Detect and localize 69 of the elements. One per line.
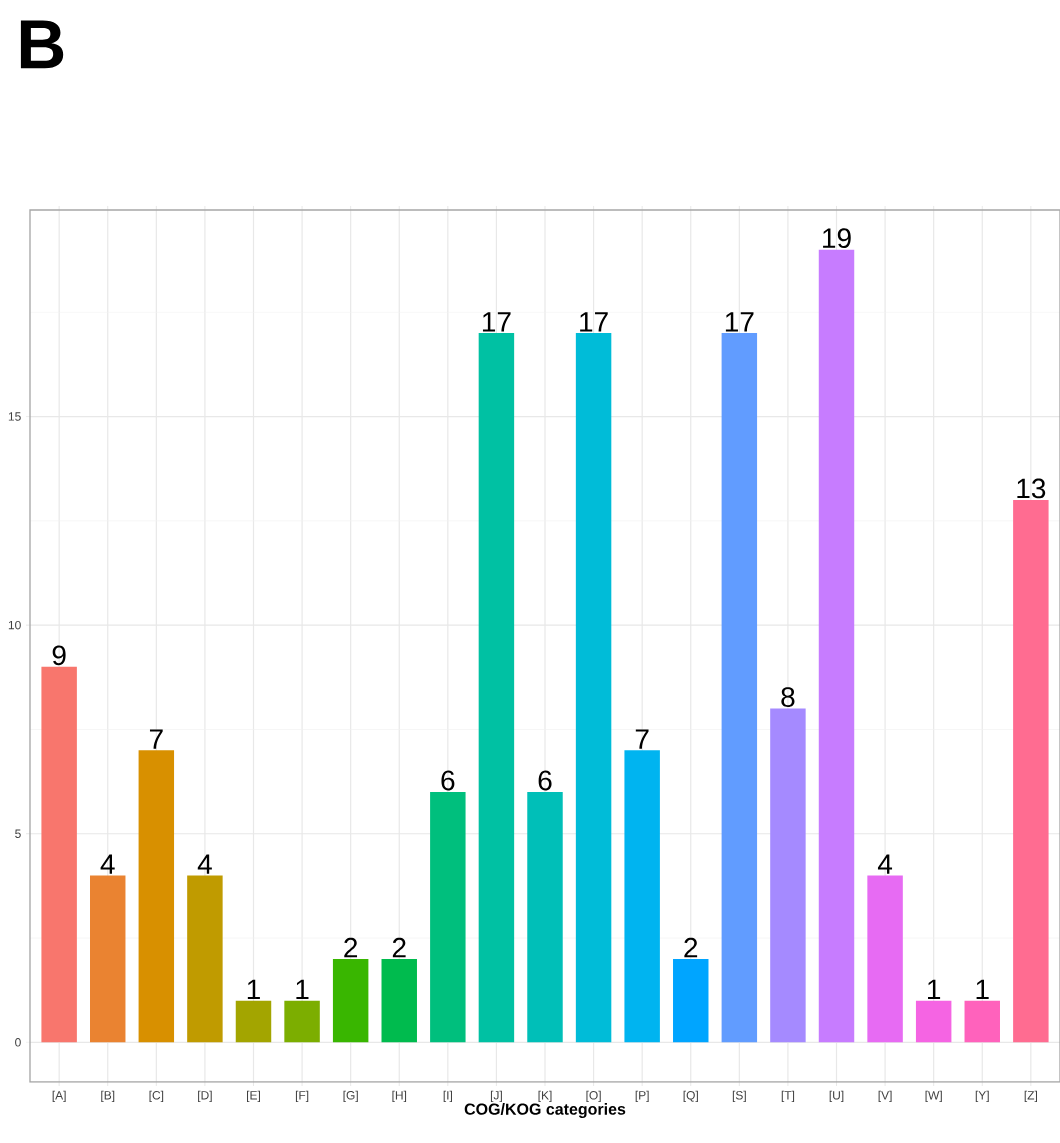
data-label: 1 (928, 979, 941, 1000)
bar (575, 333, 612, 1043)
data-label: 4 (197, 854, 212, 874)
data-label: 2 (392, 937, 406, 958)
y-tick-label: 5 (15, 829, 21, 838)
x-tick-label: [Q] (683, 1090, 698, 1102)
bar (915, 1000, 952, 1043)
x-tick-label: [F] (295, 1090, 309, 1102)
data-label: 4 (100, 854, 115, 874)
y-tick-label: 10 (8, 620, 21, 630)
bar (818, 249, 855, 1043)
x-tick-label: [W] (925, 1090, 942, 1102)
x-tick-label: [O] (586, 1090, 601, 1102)
bar (187, 875, 223, 1043)
x-tick-label: [S] (732, 1090, 746, 1102)
data-label: 17 (580, 312, 608, 332)
data-label: 6 (538, 770, 552, 791)
data-label: 7 (635, 729, 649, 749)
data-label: 6 (441, 770, 455, 791)
bar (284, 1000, 320, 1043)
data-label: 9 (52, 645, 66, 666)
data-label: 1 (976, 979, 989, 1000)
x-tick-label: [H] (392, 1090, 407, 1102)
y-tick-label: 15 (8, 412, 21, 421)
bar (430, 792, 466, 1043)
data-label: 19 (823, 228, 851, 249)
data-label: 4 (877, 854, 893, 874)
x-tick-label: [J] (490, 1090, 502, 1102)
x-tick-label: [K] (538, 1090, 552, 1102)
bar (332, 958, 369, 1043)
bar (235, 1000, 272, 1043)
x-tick-label: [P] (635, 1090, 649, 1102)
data-label: 2 (684, 937, 698, 958)
bar (90, 875, 126, 1043)
x-tick-label: [Y] (975, 1090, 989, 1102)
bar (138, 750, 175, 1043)
data-label: 1 (247, 979, 260, 1000)
x-tick-label: [V] (878, 1090, 892, 1102)
bar (673, 958, 709, 1043)
data-label: 1 (296, 979, 309, 1000)
chart-title: B (20, 20, 64, 69)
x-tick-label: [C] (149, 1090, 164, 1102)
x-tick-label: [I] (443, 1090, 452, 1102)
x-tick-label: [B] (101, 1090, 115, 1102)
y-tick-label: 0 (15, 1038, 21, 1047)
data-label: 17 (482, 312, 511, 332)
x-tick-label: [T] (781, 1090, 795, 1102)
data-label: 17 (725, 312, 754, 332)
x-axis-title: COG/KOG categories (464, 1103, 626, 1119)
bar (381, 958, 417, 1043)
x-tick-label: [A] (52, 1090, 66, 1102)
bar (867, 875, 903, 1043)
bar (770, 708, 806, 1043)
bar (1013, 499, 1049, 1043)
x-tick-label: [U] (829, 1090, 844, 1102)
data-label: 7 (149, 729, 163, 749)
bar (964, 1000, 1000, 1043)
bar (624, 750, 660, 1043)
data-label: 13 (1017, 478, 1046, 499)
x-tick-label: [D] (198, 1090, 212, 1102)
data-label: 2 (344, 937, 358, 958)
data-label: 8 (781, 687, 795, 707)
x-tick-label: [G] (343, 1090, 358, 1102)
bar (478, 333, 515, 1043)
x-tick-label: [E] (247, 1090, 260, 1102)
bar (721, 333, 758, 1043)
bar (527, 792, 563, 1043)
bar (41, 666, 77, 1043)
x-tick-label: [Z] (1024, 1090, 1037, 1102)
